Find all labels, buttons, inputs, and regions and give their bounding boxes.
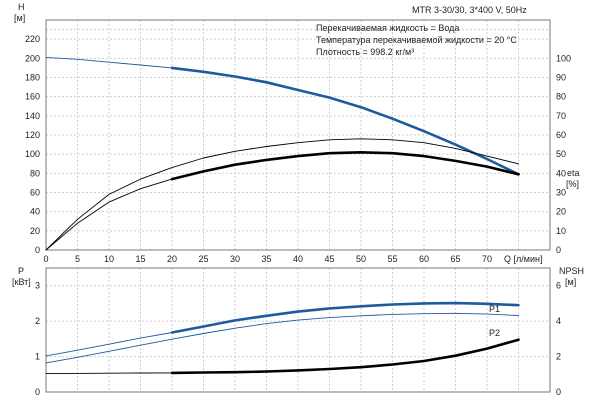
y-tick-label-right: 90: [556, 73, 566, 83]
top-right-axis-symbol: eta: [567, 168, 580, 178]
tick-labels: 0204060801001201401601802002200102030405…: [25, 34, 571, 397]
y-tick-label-right: 80: [556, 92, 566, 102]
bottom-right-axis-unit: [м]: [565, 277, 576, 287]
series-line-0-1: [170, 66, 520, 176]
x-tick-label: 15: [135, 254, 145, 264]
bottom-left-axis-unit: [кВт]: [12, 277, 31, 287]
y-tick-label-left: 20: [30, 226, 40, 236]
y-tick-label-left: 160: [25, 92, 40, 102]
info-line-liquid: Перекачиваемая жидкость = Вода: [316, 23, 459, 33]
series-line-0-0: [45, 56, 173, 69]
x-tick-label: 25: [198, 254, 208, 264]
top-left-axis-symbol: H: [18, 2, 25, 12]
y-tick-label-left: 220: [25, 34, 40, 44]
series-line-0-4: [170, 151, 520, 181]
y-tick-label-left: 180: [25, 73, 40, 83]
bottom-left-axis-symbol: P: [18, 266, 24, 276]
info-line-density: Плотность = 998.2 кг/м³: [316, 47, 414, 57]
series-line-1-0: [45, 332, 173, 357]
y-tick-label-right: 20: [556, 207, 566, 217]
y-tick-label-left: 1: [35, 352, 40, 362]
series-line-0-3: [45, 178, 173, 251]
y-tick-label-right: 4: [556, 316, 561, 326]
x-tick-label: 55: [387, 254, 397, 264]
x-tick-label: 30: [230, 254, 240, 264]
series-line-0-2: [45, 138, 519, 251]
series-label-p1: P1: [489, 304, 500, 314]
y-tick-label-left: 0: [35, 387, 40, 397]
y-tick-label-right: 50: [556, 149, 566, 159]
x-axis-label: Q [л/мин]: [504, 254, 542, 264]
x-tick-label: 40: [293, 254, 303, 264]
y-tick-label-right: 30: [556, 188, 566, 198]
y-tick-label-left: 120: [25, 130, 40, 140]
x-tick-label: 50: [356, 254, 366, 264]
x-tick-label: 45: [324, 254, 334, 264]
y-tick-label-right: 100: [556, 53, 571, 63]
y-tick-label-left: 40: [30, 207, 40, 217]
y-tick-label-right: 6: [556, 281, 561, 291]
chart-title: MTR 3-30/30, 3*400 V, 50Hz: [412, 5, 527, 15]
x-tick-label: 60: [419, 254, 429, 264]
x-tick-label: 10: [104, 254, 114, 264]
y-tick-label-left: 0: [35, 245, 40, 255]
y-tick-label-left: 140: [25, 111, 40, 121]
bottom-plot-frame: [45, 267, 551, 393]
series-line-1-4: [170, 338, 520, 375]
top-grid: [46, 20, 550, 250]
y-tick-label-right: 10: [556, 226, 566, 236]
x-tick-label: 65: [450, 254, 460, 264]
top-plot-frame: [45, 19, 551, 251]
y-tick-label-right: 0: [556, 245, 561, 255]
y-tick-label-left: 100: [25, 149, 40, 159]
x-tick-label: 5: [75, 254, 80, 264]
curves: [45, 56, 520, 375]
y-tick-label-right: 40: [556, 168, 566, 178]
y-tick-label-right: 0: [556, 387, 561, 397]
x-tick-label: 0: [43, 254, 48, 264]
series-line-1-1: [170, 301, 520, 334]
series-line-1-2: [45, 312, 519, 364]
top-right-axis-unit: [%]: [566, 179, 579, 189]
top-left-axis-unit: [м]: [14, 13, 25, 23]
bottom-grid: [46, 268, 550, 392]
bottom-right-axis-symbol: NPSH: [559, 266, 584, 276]
y-tick-label-right: 2: [556, 352, 561, 362]
x-tick-label: 70: [482, 254, 492, 264]
y-tick-label-right: 70: [556, 111, 566, 121]
series-label-p2: P2: [489, 328, 500, 338]
y-tick-label-left: 2: [35, 316, 40, 326]
y-tick-label-left: 200: [25, 53, 40, 63]
info-line-temperature: Температура перекачиваемой жидкости = 20…: [316, 35, 517, 45]
y-tick-label-left: 3: [35, 281, 40, 291]
series-line-1-3: [45, 372, 173, 374]
x-tick-label: 35: [261, 254, 271, 264]
y-tick-label-left: 60: [30, 188, 40, 198]
x-tick-label: 20: [167, 254, 177, 264]
y-tick-label-left: 80: [30, 168, 40, 178]
y-tick-label-right: 60: [556, 130, 566, 140]
